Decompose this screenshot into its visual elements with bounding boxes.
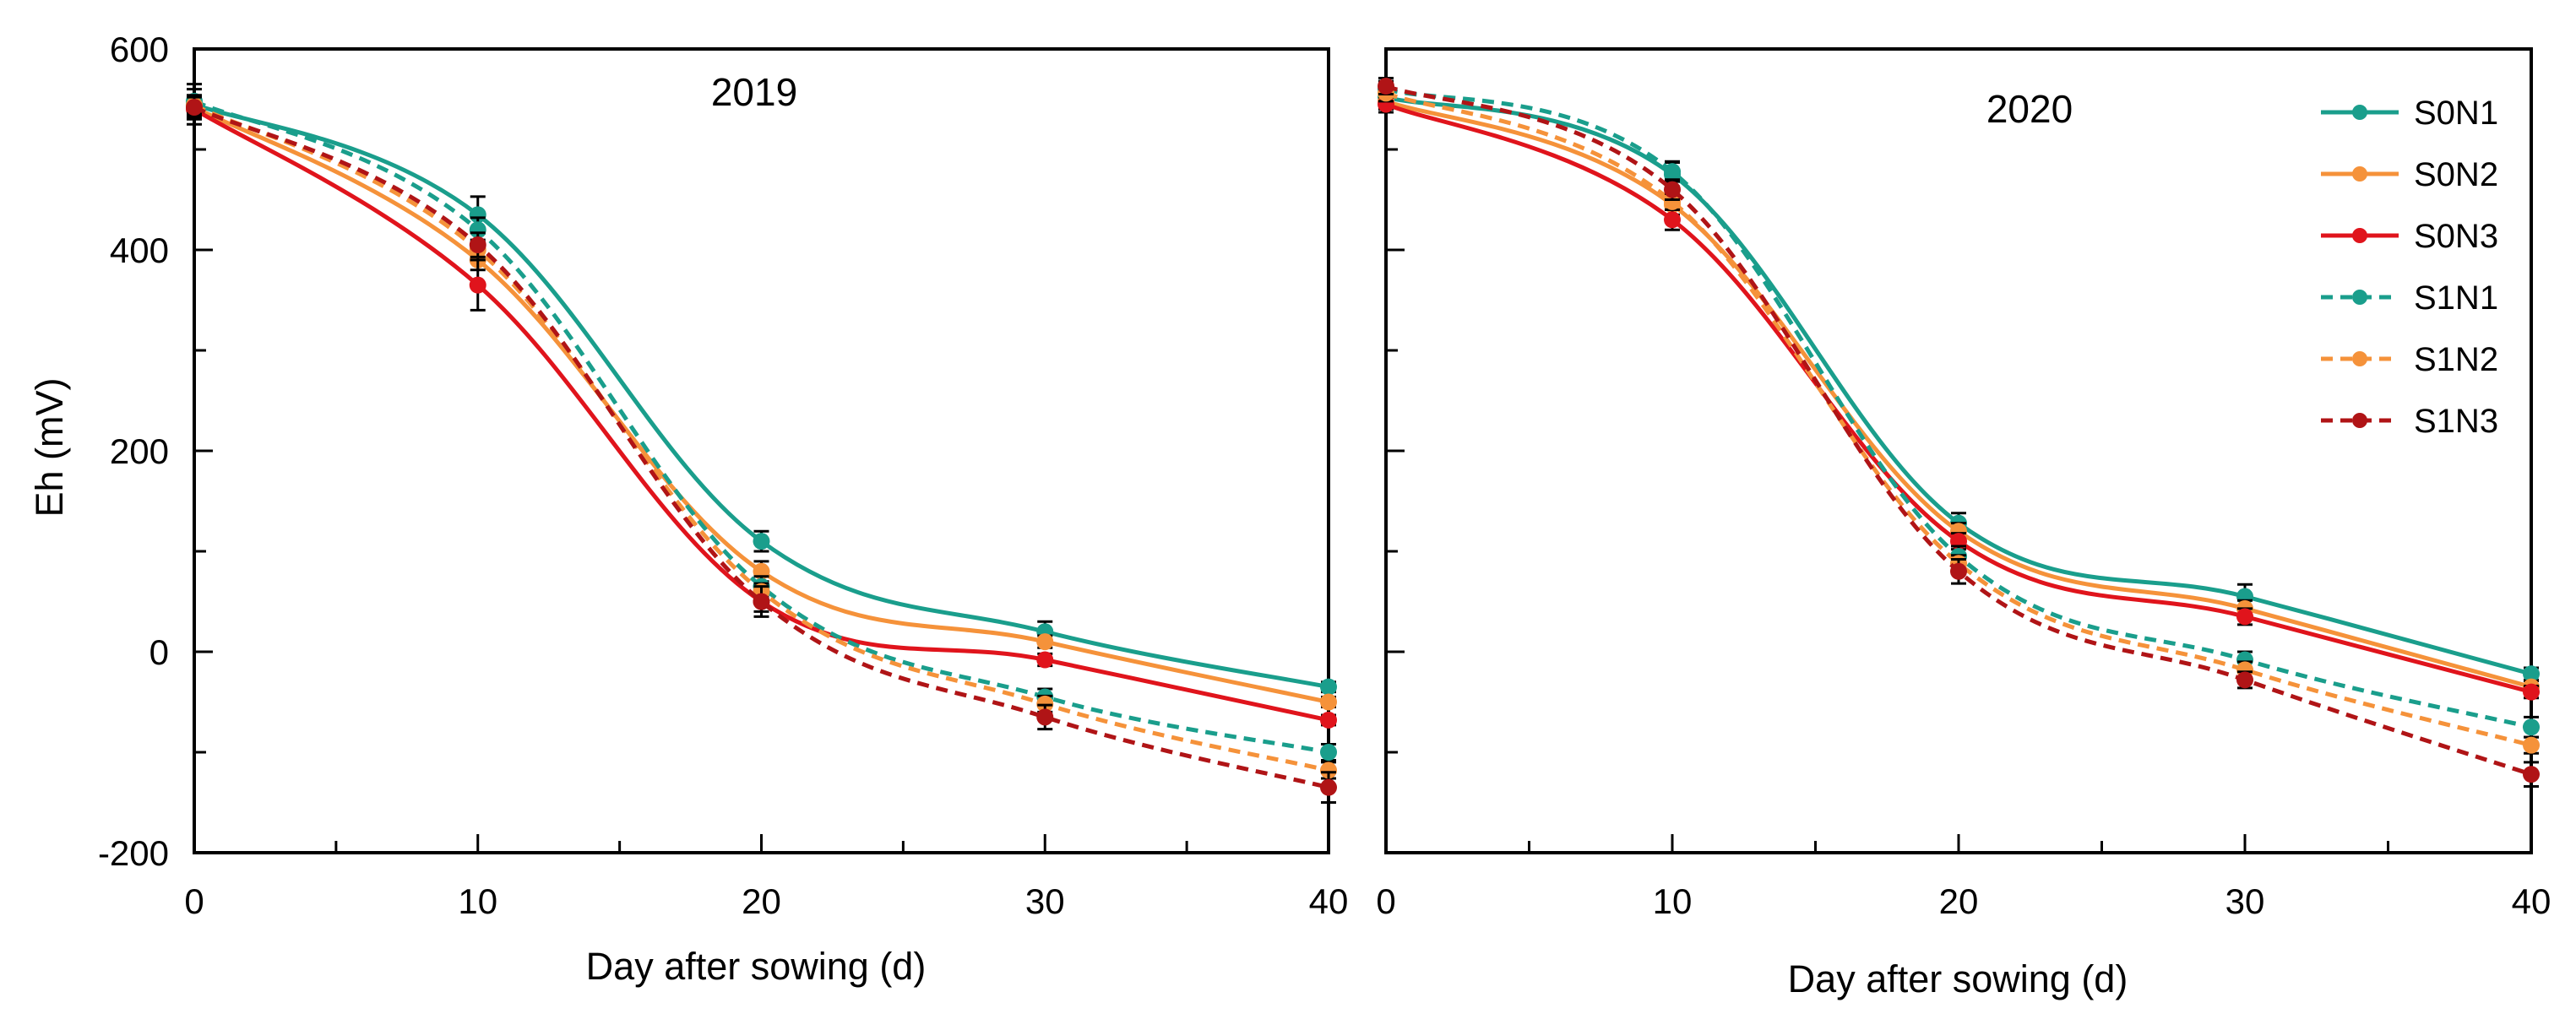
data-point — [1950, 562, 1967, 580]
legend-swatch-marker — [2352, 351, 2367, 366]
data-point — [1664, 181, 1681, 198]
data-point — [2236, 608, 2253, 626]
x-tick-label: 10 — [1653, 881, 1693, 921]
legend-swatch-marker — [2352, 228, 2367, 243]
legend-swatch-marker — [2352, 166, 2367, 182]
data-point — [2523, 736, 2540, 754]
legend-swatch-marker — [2352, 105, 2367, 120]
series-line — [1385, 95, 2532, 676]
series-s1n1 — [186, 88, 1337, 762]
series-s0n3 — [186, 98, 1337, 729]
series-line — [1385, 84, 2532, 777]
data-point — [1320, 762, 1337, 779]
data-point — [1378, 78, 1394, 95]
data-point — [469, 236, 486, 254]
data-point — [1036, 651, 1054, 669]
series-line — [193, 99, 1329, 755]
data-point — [1036, 633, 1054, 651]
y-tick-label: 200 — [110, 431, 169, 471]
x-tick-label: 20 — [742, 881, 781, 921]
data-point — [1036, 708, 1054, 726]
series-line — [1385, 91, 2532, 748]
panels-layer: 0 10 20 30 40 600 400 200 0 -200 2019 0 10 20 30 40 2020… — [98, 30, 2551, 921]
data-point — [2523, 665, 2540, 683]
legend-label: S0N3 — [2414, 218, 2498, 255]
x-axis-title-2019: Day after sowing (d) — [586, 945, 927, 988]
data-point — [1664, 211, 1681, 229]
panel-year-label: 2020 — [1986, 87, 2073, 131]
y-tick-label: -200 — [98, 833, 169, 873]
x-tick-label: 10 — [458, 881, 497, 921]
y-axis-title: Eh (mV) — [28, 377, 71, 517]
panel-2019: 0 10 20 30 40 600 400 200 0 -200 2019 — [98, 30, 1348, 921]
series-line — [193, 102, 1329, 690]
series-s1n3 — [1378, 77, 2540, 788]
data-point — [1320, 678, 1337, 696]
legend: S0N1 S0N2 S0N3 S1N1 S1N2 S1N3 — [2321, 95, 2498, 440]
x-tick-label: 40 — [1309, 881, 1349, 921]
legend-label: S0N2 — [2414, 156, 2498, 193]
x-tick-label: 30 — [1025, 881, 1065, 921]
x-tick-label: 20 — [1939, 881, 1979, 921]
x-tick-label: 30 — [2225, 881, 2265, 921]
data-point — [1664, 192, 1681, 210]
legend-label: S0N1 — [2414, 95, 2498, 132]
series-s1n3 — [186, 95, 1337, 804]
x-tick-label: 40 — [2512, 881, 2552, 921]
series-s0n2 — [1378, 91, 2540, 696]
series-line — [1385, 102, 2532, 695]
data-point — [2236, 671, 2253, 689]
x-axis-title-2020: Day after sowing (d) — [1788, 957, 2128, 1000]
panel-year-label: 2019 — [711, 70, 797, 114]
data-point — [1664, 163, 1681, 181]
data-point — [2523, 718, 2540, 736]
series-s1n1 — [1378, 79, 2540, 739]
panel-2020: 0 10 20 30 40 2020 S0N1 S0N2 S0N3 S1N1 S1N2 S1N3 — [1376, 47, 2552, 921]
legend-label: S1N3 — [2414, 403, 2498, 440]
data-point — [2523, 766, 2540, 783]
legend-swatch-marker — [2352, 290, 2367, 305]
data-point — [1320, 693, 1337, 711]
series-line — [193, 107, 1329, 723]
data-point — [469, 276, 486, 294]
series-line — [1385, 99, 2532, 690]
series-line — [1385, 87, 2532, 729]
data-point — [1320, 744, 1337, 761]
data-point — [1320, 778, 1337, 796]
y-tick-label: 0 — [149, 632, 169, 672]
series-line — [193, 105, 1329, 790]
y-tick-label: 400 — [110, 230, 169, 270]
data-point — [753, 593, 770, 610]
x-tick-label: 0 — [184, 881, 204, 921]
legend-label: S1N2 — [2414, 341, 2498, 378]
data-point — [2523, 683, 2540, 701]
data-point — [186, 99, 203, 117]
legend-label: S1N1 — [2414, 279, 2498, 317]
legend-swatch-marker — [2352, 413, 2367, 428]
series-line — [193, 103, 1329, 772]
y-tick-label: 600 — [110, 30, 169, 69]
x-tick-label: 0 — [1376, 881, 1395, 921]
series-line — [193, 105, 1329, 704]
series-s0n2 — [186, 95, 1337, 711]
series-s0n3 — [1378, 95, 2540, 701]
data-point — [1320, 711, 1337, 729]
data-point — [753, 533, 770, 550]
